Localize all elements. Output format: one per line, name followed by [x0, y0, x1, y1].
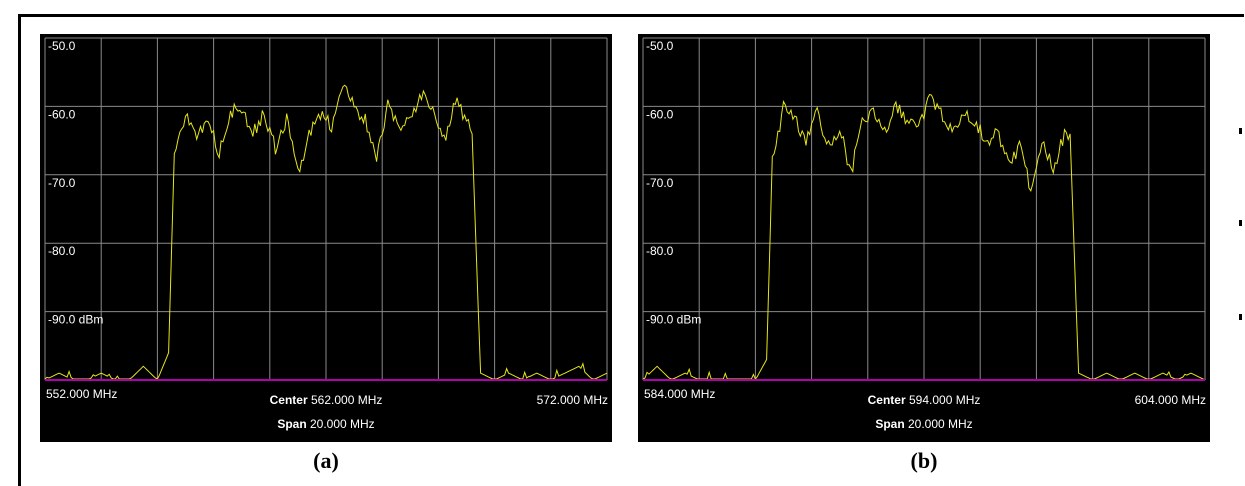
spectrum-chart-a: -50.0 -60.0 -70.0 -80.0 -90.0 dBm 552.000 MHz… [44, 37, 608, 431]
frame-tick-mark [1239, 220, 1242, 226]
center-title: Center [868, 393, 909, 407]
y-tick-label: -60.0 [646, 107, 674, 121]
y-tick-label: -60.0 [48, 107, 76, 121]
frame-tick-mark [609, 128, 612, 134]
frame-tick-mark [609, 314, 612, 320]
span-label: Span 20.000 MHz [875, 417, 972, 431]
frame-tick-mark [609, 220, 612, 226]
span-title: Span [277, 417, 310, 431]
y-tick-label: -90.0 dBm [48, 313, 103, 327]
x-start-label: 584.000 MHz [644, 387, 715, 401]
y-tick-label: -90.0 dBm [646, 313, 701, 327]
spectrum-trace [44, 84, 608, 380]
frame-tick-mark [1239, 128, 1242, 134]
spectrum-panel-b: -50.0 -60.0 -70.0 -80.0 -90.0 dBm 584.000 MHz… [638, 34, 1210, 442]
x-end-label: 572.000 MHz [537, 393, 608, 407]
y-tick-label: -80.0 [646, 244, 674, 258]
y-tick-label: -70.0 [646, 176, 674, 190]
y-tick-label: -80.0 [48, 244, 76, 258]
y-tick-label: -50.0 [48, 39, 76, 53]
spectrum-panel-a: -50.0 -60.0 -70.0 -80.0 -90.0 dBm 552.000 MHz… [40, 34, 612, 442]
caption-a: (a) [313, 448, 339, 473]
x-end-label: 604.000 MHz [1135, 393, 1206, 407]
span-value: 20.000 MHz [310, 417, 375, 431]
span-title: Span [875, 417, 908, 431]
center-frequency-label: Center 594.000 MHz [868, 393, 981, 407]
caption-b: (b) [910, 448, 938, 473]
x-start-label: 552.000 MHz [46, 387, 117, 401]
span-label: Span 20.000 MHz [277, 417, 374, 431]
spectrum-chart-b: -50.0 -60.0 -70.0 -80.0 -90.0 dBm 584.000 MHz… [642, 37, 1206, 431]
figure-frame [18, 14, 1244, 486]
center-value: 594.000 MHz [909, 393, 980, 407]
y-tick-label: -50.0 [646, 39, 674, 53]
center-title: Center [270, 393, 311, 407]
center-frequency-label: Center 562.000 MHz [270, 393, 383, 407]
span-value: 20.000 MHz [908, 417, 973, 431]
y-tick-label: -70.0 [48, 176, 76, 190]
center-value: 562.000 MHz [311, 393, 382, 407]
frame-tick-mark [1239, 314, 1242, 320]
